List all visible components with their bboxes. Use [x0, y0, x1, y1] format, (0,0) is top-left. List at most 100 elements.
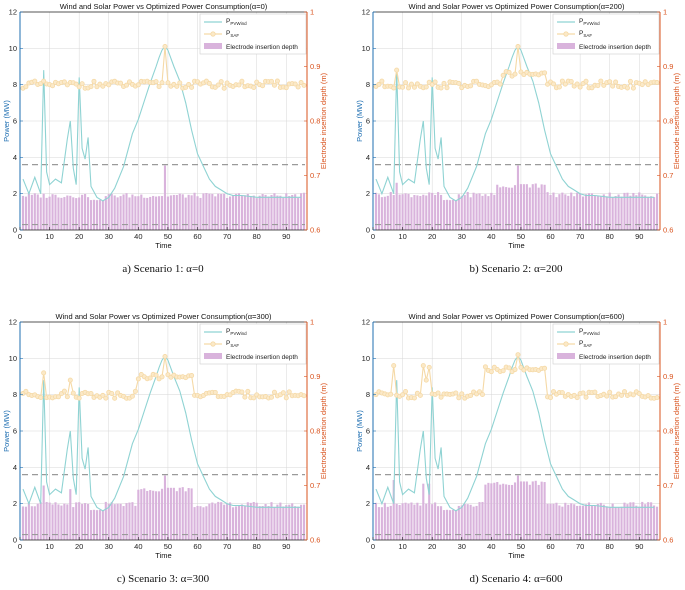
y-right-tick-label: 1 [663, 318, 667, 327]
depth-bar [445, 199, 449, 230]
depth-bar [107, 503, 110, 540]
depth-bar [122, 194, 125, 230]
y-right-tick-label: 0.6 [310, 226, 320, 235]
y-tick-label: 2 [366, 189, 370, 198]
depth-bar [273, 506, 276, 540]
y-tick-label: 8 [13, 80, 17, 89]
depth-bar [125, 193, 128, 230]
depth-bar [270, 195, 273, 230]
depth-bar [110, 193, 113, 230]
saf-point [453, 390, 459, 396]
depth-bar [258, 195, 261, 230]
saf-point [506, 69, 512, 75]
depth-bar [237, 505, 241, 540]
depth-bar [546, 503, 549, 540]
legend-depth-label: Electrode insertion depth [226, 354, 298, 361]
depth-bar [653, 505, 656, 540]
depth-bar [175, 194, 178, 230]
depth-bar [463, 503, 466, 540]
legend-saf-main: P [579, 30, 583, 37]
depth-bar [131, 194, 134, 230]
depth-bar [564, 194, 567, 230]
saf-point [639, 82, 645, 88]
chart-title: Wind and Solar Power vs Optimized Power … [409, 2, 625, 11]
depth-bar [644, 504, 647, 540]
depth-bar [116, 503, 119, 540]
saf-point [251, 84, 257, 90]
depth-bar [199, 506, 202, 540]
pvwind-line [375, 355, 655, 512]
saf-point [79, 81, 85, 87]
depth-bar [617, 194, 620, 230]
saf-point [268, 78, 274, 84]
x-tick-label: 60 [193, 542, 201, 551]
depth-bar [264, 194, 267, 230]
depth-bar [208, 193, 211, 230]
depth-bar [205, 192, 208, 230]
depth-bar [157, 196, 161, 230]
depth-bar [437, 506, 440, 540]
depth-bar [33, 193, 36, 230]
depth-bar [72, 507, 75, 540]
x-tick-label: 0 [18, 232, 22, 241]
saf-point [242, 394, 248, 400]
y-tick-label: 0 [366, 536, 370, 545]
legend-pvwind-sub: PVWind [230, 21, 247, 26]
pvwind-line [375, 45, 655, 202]
depth-bar [302, 192, 306, 230]
legend-depth-label: Electrode insertion depth [579, 354, 651, 361]
x-tick-label: 30 [458, 232, 466, 241]
depth-bar [169, 195, 172, 230]
depth-bar [422, 194, 425, 230]
depth-bar [252, 501, 255, 540]
depth-bar [208, 503, 211, 540]
depth-bar [584, 504, 588, 540]
saf-point [468, 393, 474, 399]
depth-bar [380, 197, 383, 230]
x-tick-label: 70 [576, 542, 584, 551]
depth-bar [576, 192, 579, 230]
depth-bar [386, 195, 389, 230]
depth-bar [475, 505, 478, 540]
depth-bar [146, 197, 149, 230]
x-tick-label: 10 [398, 542, 406, 551]
x-tick-label: 50 [517, 542, 525, 551]
depth-bar [36, 194, 39, 230]
depth-bar [95, 200, 98, 230]
saf-point [41, 370, 47, 376]
depth-bar [383, 196, 386, 230]
depth-bar [95, 510, 98, 540]
depth-bar [237, 193, 241, 230]
depth-bar [502, 186, 505, 230]
depth-bar [602, 194, 605, 230]
depth-bar [647, 502, 650, 540]
depth-bar [454, 510, 457, 540]
depth-bar [617, 507, 620, 540]
saf-point [118, 80, 124, 86]
depth-bar [522, 184, 525, 230]
y-tick-label: 4 [366, 153, 370, 162]
depth-bar [21, 506, 25, 540]
saf-point [613, 79, 619, 85]
depth-bar [252, 195, 255, 230]
y-right-tick-label: 0.9 [310, 372, 320, 381]
depth-bar [510, 187, 514, 230]
y-tick-label: 4 [13, 463, 17, 472]
saf-point [550, 81, 556, 87]
legend-pvwind-main: P [226, 18, 230, 25]
y-right-tick-label: 0.9 [310, 62, 320, 71]
depth-bar [525, 481, 528, 540]
saf-point [61, 388, 67, 394]
depth-bar [487, 482, 490, 540]
depth-bar [549, 503, 552, 540]
saf-point [112, 395, 118, 401]
y-right-tick-label: 0.8 [310, 427, 320, 436]
depth-bar [140, 194, 143, 230]
saf-point [239, 389, 245, 395]
depth-bar [419, 195, 422, 230]
saf-point [162, 44, 168, 50]
depth-bar [249, 196, 252, 230]
depth-bar [152, 490, 155, 540]
depth-bar [519, 481, 523, 540]
depth-bar [543, 184, 546, 230]
